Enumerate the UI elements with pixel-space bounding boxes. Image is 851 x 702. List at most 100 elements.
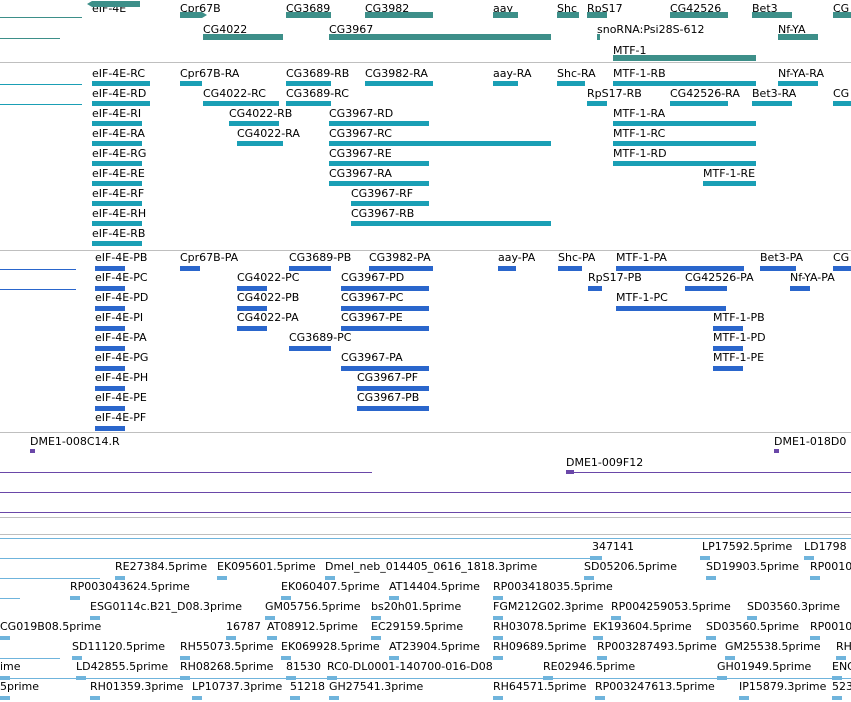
feature-glyph[interactable]: [833, 266, 851, 271]
feature-glyph[interactable]: [290, 696, 300, 700]
feature-glyph[interactable]: [706, 636, 716, 640]
feature-glyph[interactable]: [778, 34, 818, 40]
feature-glyph[interactable]: [613, 121, 756, 126]
feature-glyph[interactable]: [180, 656, 190, 660]
feature-glyph[interactable]: [237, 306, 267, 311]
feature-glyph[interactable]: [493, 81, 518, 86]
feature-glyph[interactable]: [229, 121, 279, 126]
feature-glyph[interactable]: [700, 556, 710, 560]
feature-glyph[interactable]: [752, 12, 792, 18]
feature-glyph[interactable]: [493, 12, 518, 18]
feature-glyph[interactable]: [613, 81, 756, 86]
feature-glyph[interactable]: [790, 286, 810, 291]
feature-glyph[interactable]: [30, 449, 35, 453]
feature-glyph[interactable]: [329, 161, 429, 166]
feature-glyph[interactable]: [613, 141, 756, 146]
feature-glyph[interactable]: [611, 616, 621, 620]
feature-glyph[interactable]: [557, 12, 579, 18]
feature-glyph[interactable]: [747, 616, 757, 620]
feature-glyph[interactable]: [836, 656, 846, 660]
feature-glyph[interactable]: [203, 34, 283, 40]
feature-glyph[interactable]: [192, 696, 202, 700]
feature-glyph[interactable]: [739, 696, 749, 700]
feature-glyph[interactable]: [597, 34, 600, 40]
feature-glyph[interactable]: [289, 266, 331, 271]
feature-glyph[interactable]: [351, 201, 429, 206]
feature-glyph[interactable]: [670, 101, 728, 106]
feature-glyph[interactable]: [286, 101, 331, 106]
feature-glyph[interactable]: [180, 676, 190, 680]
feature-glyph[interactable]: [341, 306, 429, 311]
feature-glyph[interactable]: [365, 81, 433, 86]
feature-glyph[interactable]: [597, 656, 607, 660]
feature-glyph[interactable]: [92, 1, 140, 7]
feature-glyph[interactable]: [498, 266, 516, 271]
feature-glyph[interactable]: [90, 696, 100, 700]
feature-glyph[interactable]: [341, 366, 429, 371]
feature-glyph[interactable]: [725, 656, 735, 660]
feature-glyph[interactable]: [92, 181, 142, 186]
feature-glyph[interactable]: [760, 266, 796, 271]
feature-glyph[interactable]: [389, 656, 399, 660]
feature-glyph[interactable]: [389, 596, 399, 600]
feature-glyph[interactable]: [92, 201, 142, 206]
feature-glyph[interactable]: [237, 326, 267, 331]
feature-glyph[interactable]: [832, 696, 842, 700]
feature-glyph[interactable]: [70, 596, 80, 600]
feature-glyph[interactable]: [804, 556, 814, 560]
feature-glyph[interactable]: [369, 266, 433, 271]
feature-glyph[interactable]: [267, 636, 277, 640]
feature-glyph[interactable]: [0, 696, 10, 700]
feature-glyph[interactable]: [203, 101, 279, 106]
feature-glyph[interactable]: [329, 121, 429, 126]
feature-glyph[interactable]: [832, 676, 842, 680]
feature-glyph[interactable]: [115, 576, 125, 580]
feature-glyph[interactable]: [327, 676, 337, 680]
feature-glyph[interactable]: [92, 221, 142, 226]
feature-glyph[interactable]: [713, 366, 743, 371]
feature-glyph[interactable]: [341, 286, 429, 291]
feature-glyph[interactable]: [371, 616, 381, 620]
feature-glyph[interactable]: [92, 121, 142, 126]
feature-glyph[interactable]: [371, 636, 381, 640]
feature-glyph[interactable]: [833, 101, 851, 106]
feature-glyph[interactable]: [92, 101, 150, 106]
feature-glyph[interactable]: [226, 636, 236, 640]
feature-glyph[interactable]: [92, 161, 142, 166]
feature-glyph[interactable]: [95, 426, 125, 431]
feature-glyph[interactable]: [810, 576, 820, 580]
feature-glyph[interactable]: [588, 286, 602, 291]
feature-glyph[interactable]: [493, 616, 503, 620]
feature-glyph[interactable]: [717, 676, 727, 680]
feature-glyph[interactable]: [341, 326, 429, 331]
feature-glyph[interactable]: [95, 386, 125, 391]
feature-glyph[interactable]: [237, 286, 267, 291]
feature-glyph[interactable]: [706, 576, 716, 580]
feature-glyph[interactable]: [95, 366, 125, 371]
feature-glyph[interactable]: [774, 449, 779, 453]
feature-glyph[interactable]: [566, 470, 574, 474]
feature-glyph[interactable]: [329, 181, 429, 186]
feature-glyph[interactable]: [95, 286, 125, 291]
feature-glyph[interactable]: [92, 141, 142, 146]
feature-glyph[interactable]: [286, 81, 331, 86]
feature-glyph[interactable]: [365, 12, 433, 18]
feature-glyph[interactable]: [286, 676, 296, 680]
feature-glyph[interactable]: [557, 81, 585, 86]
feature-glyph[interactable]: [95, 326, 125, 331]
feature-glyph[interactable]: [493, 636, 503, 640]
feature-glyph[interactable]: [329, 34, 551, 40]
feature-glyph[interactable]: [357, 406, 429, 411]
feature-glyph[interactable]: [685, 286, 727, 291]
feature-glyph[interactable]: [357, 386, 429, 391]
feature-glyph[interactable]: [493, 656, 503, 660]
feature-glyph[interactable]: [90, 616, 100, 620]
feature-glyph[interactable]: [613, 55, 756, 61]
feature-glyph[interactable]: [713, 326, 743, 331]
feature-glyph[interactable]: [237, 141, 283, 146]
feature-glyph[interactable]: [584, 576, 594, 580]
feature-glyph[interactable]: [281, 656, 291, 660]
feature-glyph[interactable]: [493, 596, 503, 600]
feature-glyph[interactable]: [95, 266, 125, 271]
feature-glyph[interactable]: [493, 696, 503, 700]
